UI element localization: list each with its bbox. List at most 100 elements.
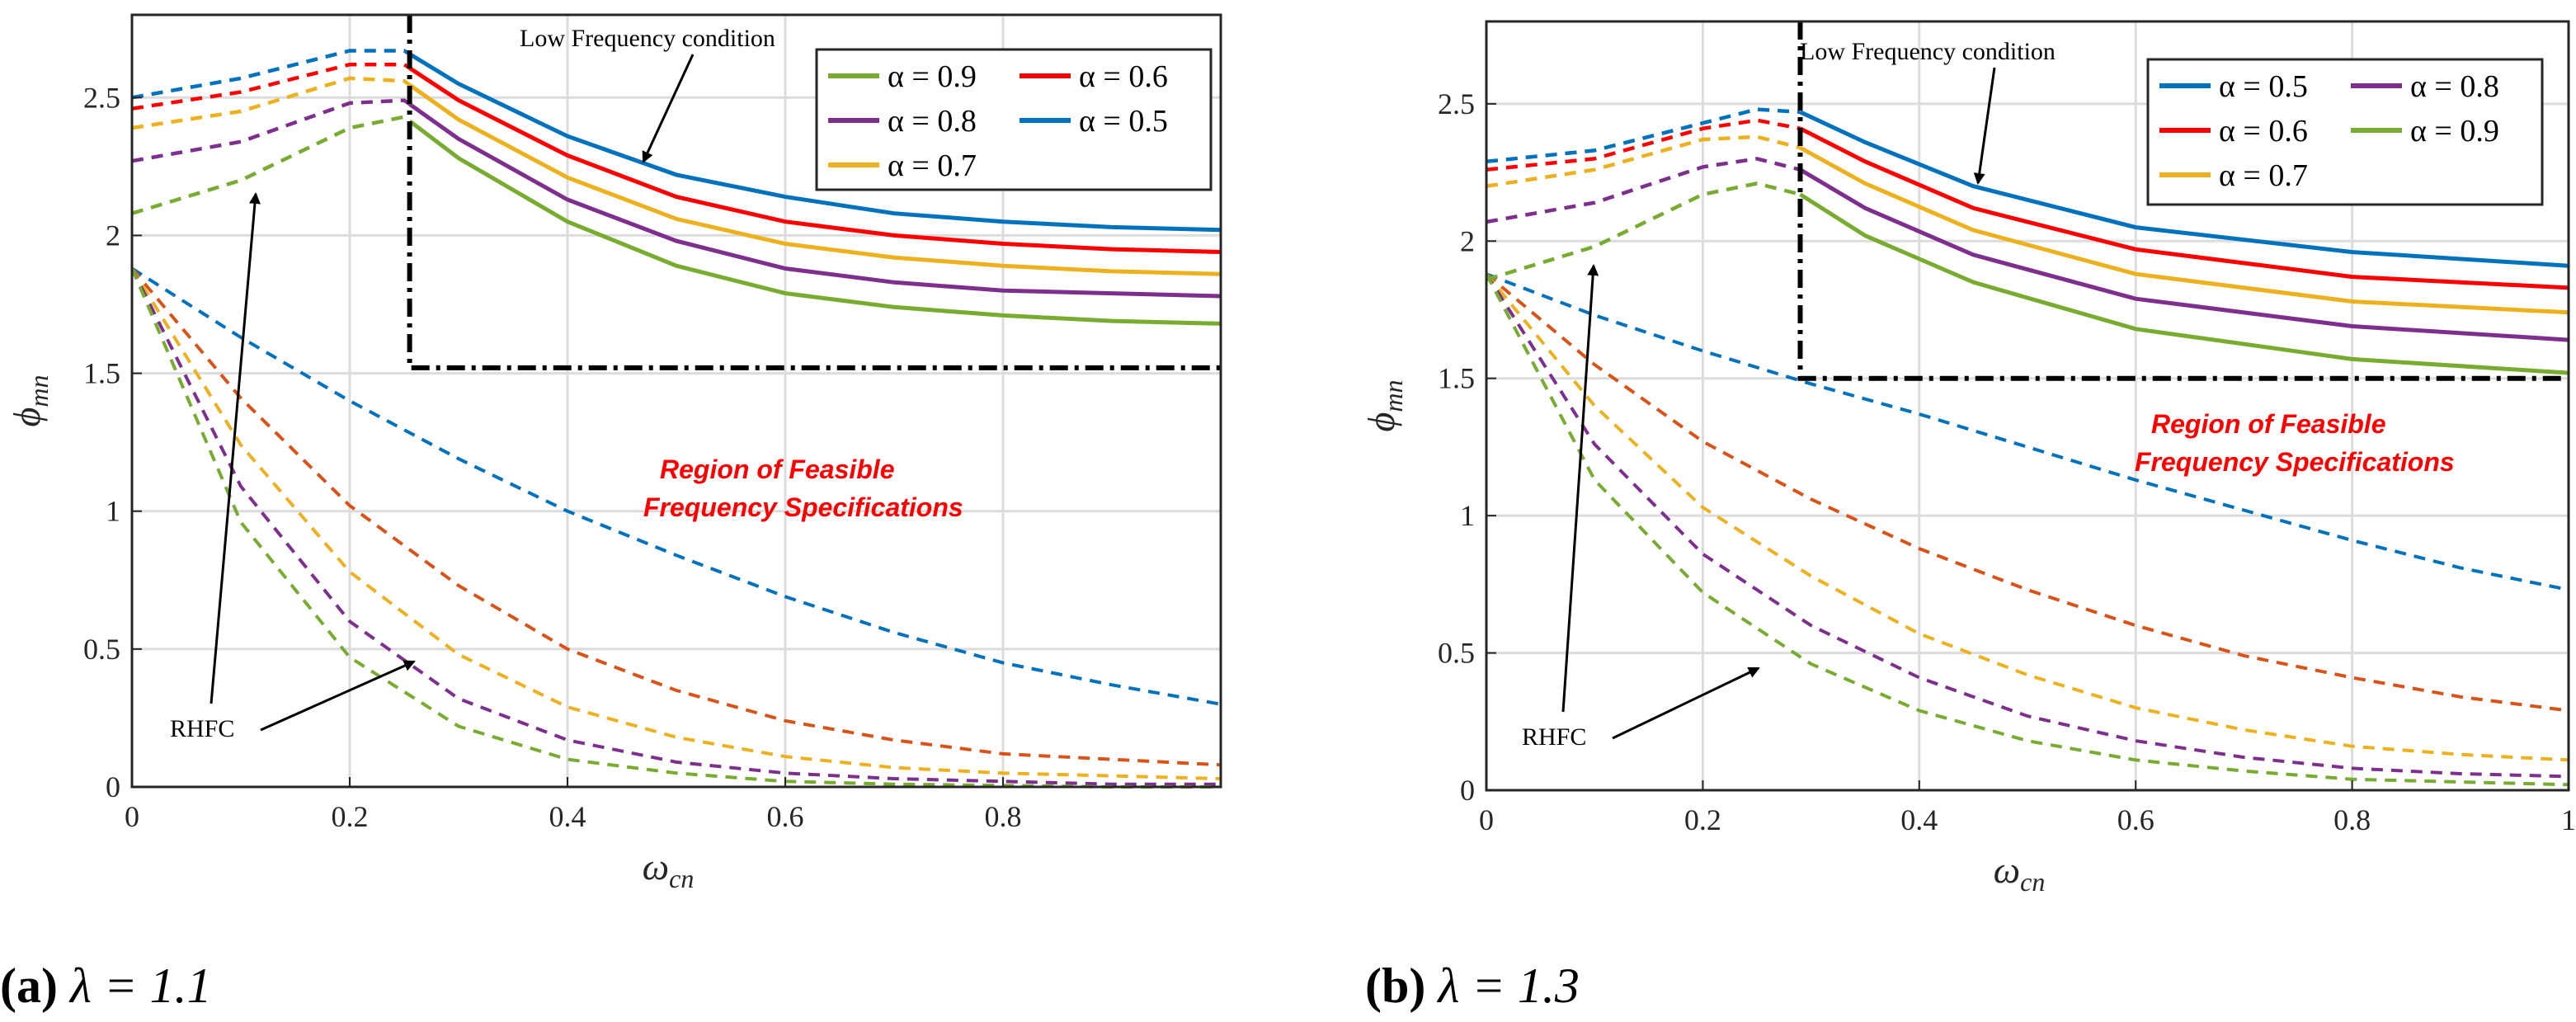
- x-axis-label: ωcn: [1994, 849, 2046, 897]
- y-axis-label-main: ϕ: [6, 407, 48, 427]
- upper-series-solid-alpha-0.8: [408, 102, 1222, 299]
- y-tick-label: 1.5: [1438, 362, 1475, 395]
- x-axis-label-sub: cn: [2020, 867, 2045, 897]
- rhfc-arrow-right: [260, 660, 416, 732]
- low-frequency-arrow: [1973, 67, 1996, 185]
- low-frequency-label: Low Frequency condition: [520, 25, 775, 52]
- x-tick-label: 0.8: [2333, 803, 2371, 836]
- low-frequency-boundary: [1797, 21, 2569, 381]
- rhfc-arrow-right: [1612, 666, 1760, 740]
- upper-series-solid-alpha-0.6: [408, 66, 1222, 254]
- y-axis-label-main: ϕ: [1360, 412, 1402, 432]
- x-tick-label: 0: [125, 800, 139, 833]
- panel-caption-space: [58, 958, 70, 1013]
- feasible-region-line2: Frequency Specifications: [643, 492, 963, 522]
- rhfc-series-alpha-0.7: [1485, 272, 2569, 762]
- upper-series-dashed-alpha-0.8: [1486, 157, 1801, 224]
- axes-frame: [130, 13, 1222, 789]
- legend-label-alpha-0.8: α = 0.8: [2410, 69, 2499, 104]
- legend-label-alpha-0.8: α = 0.8: [888, 104, 977, 139]
- x-tick-label: 0.6: [767, 800, 804, 833]
- rhfc-arrow-up: [1561, 264, 1599, 713]
- upper-series-solid-alpha-0.6: [1799, 126, 2569, 290]
- x-tick-label: 0.2: [332, 800, 369, 833]
- x-tick-label: 0.8: [985, 800, 1022, 833]
- x-tick-label: 1: [2561, 803, 2576, 836]
- upper-series-solid-alpha-0.5: [1799, 110, 2569, 268]
- feasible-region-label: Region of Feasible Frequency Specificatio…: [2135, 409, 2455, 477]
- y-tick-label: 0.5: [1438, 637, 1475, 670]
- panel-caption-space: [1425, 958, 1438, 1013]
- feasible-region-label: Region of Feasible Frequency Specificatio…: [643, 454, 963, 522]
- panel-b: 0 0.2 0.4 0.6 0.8 1 0 0.5 1 1.5 2 2.5 ωcn ϕmn α = 0.5 α…: [1360, 20, 2576, 1013]
- upper-series-solid-alpha-0.8: [1799, 167, 2569, 342]
- rhfc-series-alpha-0.9: [130, 267, 1221, 789]
- x-axis-label-main: ω: [1994, 849, 2020, 891]
- upper-series-dashed-alpha-0.6: [131, 62, 411, 111]
- y-tick-label: 0: [1460, 774, 1475, 807]
- legend-label-alpha-0.5: α = 0.5: [2219, 69, 2308, 104]
- legend-label-alpha-0.5: α = 0.5: [1079, 104, 1168, 139]
- upper-series-dashed-alpha-0.7: [131, 76, 411, 130]
- upper-series-dashed-alpha-0.9: [1486, 181, 1801, 282]
- x-tick-label: 0.2: [1684, 803, 1721, 836]
- upper-series-solid-alpha-0.5: [408, 52, 1222, 233]
- rhfc-series-alpha-0.6: [130, 267, 1222, 767]
- rhfc-arrow-up: [210, 192, 261, 704]
- y-axis-label: ϕmn: [6, 375, 54, 427]
- x-tick-label: 0.6: [2117, 803, 2155, 836]
- y-axis-label-sub: mn: [24, 375, 54, 407]
- panel-caption: (b) λ = 1.3: [1365, 958, 1580, 1013]
- legend-box: [2146, 58, 2544, 206]
- x-axis-label: ωcn: [643, 845, 695, 893]
- upper-series-dashed-alpha-0.8: [131, 98, 411, 163]
- y-tick-label: 0: [106, 770, 120, 803]
- panel-caption-param: λ = 1.1: [68, 958, 211, 1013]
- panel-caption: (a) λ = 1.1: [0, 958, 211, 1013]
- rhfc-series-alpha-0.5: [130, 266, 1222, 706]
- panel-caption-label: (a): [0, 958, 58, 1013]
- panel-a: 0 0.2 0.4 0.6 0.8 0 0.5 1 1.5 2 2.5 ωcn ϕmn α = 0.9 α …: [0, 13, 1222, 1013]
- upper-series-dashed-alpha-0.5: [131, 49, 411, 100]
- rhfc-series-alpha-0.7: [130, 267, 1222, 780]
- legend-label-alpha-0.9: α = 0.9: [888, 59, 977, 94]
- x-tick-label: 0.4: [1900, 803, 1938, 836]
- feasible-region-line2: Frequency Specifications: [2135, 447, 2455, 477]
- low-frequency-label: Low Frequency condition: [1800, 38, 2056, 65]
- upper-series-solid-alpha-0.7: [1799, 145, 2569, 315]
- feasible-region-line1: Region of Feasible: [2151, 409, 2385, 439]
- rhfc-series-alpha-0.8: [1485, 273, 2569, 779]
- y-tick-label: 0.5: [83, 633, 120, 666]
- rhfc-series-alpha-0.9: [1485, 273, 2569, 787]
- rhfc-label: RHFC: [1522, 723, 1586, 751]
- upper-series-solid-alpha-0.9: [408, 119, 1222, 326]
- y-tick-label: 2: [1460, 224, 1475, 257]
- upper-series-dashed-alpha-0.6: [1486, 118, 1801, 172]
- x-axis-label-main: ω: [643, 845, 669, 888]
- legend-label-alpha-0.6: α = 0.6: [1079, 59, 1168, 94]
- y-tick-label: 1: [106, 495, 120, 528]
- legend-label-alpha-0.7: α = 0.7: [2219, 158, 2308, 193]
- upper-series-solid-alpha-0.9: [1799, 192, 2569, 375]
- x-axis-label-sub: cn: [669, 864, 694, 893]
- feasible-region-line1: Region of Feasible: [660, 454, 894, 484]
- y-axis-label-sub: mn: [1378, 380, 1408, 412]
- panel-caption-label: (b): [1365, 958, 1425, 1013]
- y-tick-label: 2.5: [1438, 87, 1475, 120]
- legend-label-alpha-0.6: α = 0.6: [2219, 114, 2308, 148]
- axes-frame: [1485, 20, 2570, 792]
- legend-box: [815, 48, 1213, 191]
- low-frequency-arrow: [642, 54, 695, 163]
- upper-series-solid-alpha-0.7: [408, 82, 1222, 276]
- low-frequency-boundary: [407, 15, 1221, 370]
- upper-series-dashed-alpha-0.7: [1486, 134, 1801, 188]
- y-tick-label: 2.5: [83, 81, 120, 114]
- legend-label-alpha-0.9: α = 0.9: [2410, 114, 2499, 148]
- y-tick-label: 1.5: [83, 357, 120, 390]
- y-tick-label: 1: [1460, 499, 1475, 532]
- y-axis-label: ϕmn: [1360, 380, 1408, 432]
- x-tick-label: 0: [1479, 803, 1494, 836]
- y-tick-label: 2: [106, 219, 120, 252]
- rhfc-label: RHFC: [170, 715, 234, 742]
